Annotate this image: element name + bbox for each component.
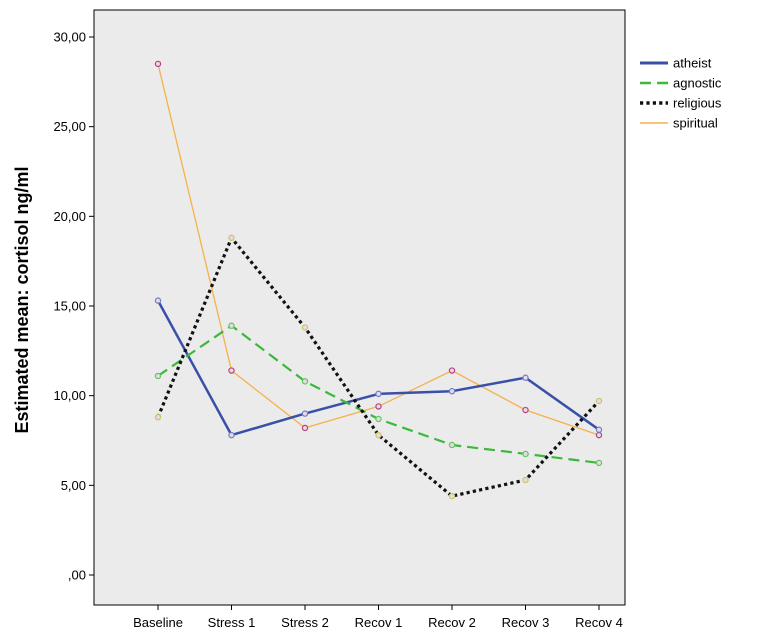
- x-tick-label: Recov 1: [355, 615, 403, 630]
- x-tick-label: Recov 4: [575, 615, 623, 630]
- data-point-atheist: [595, 426, 603, 433]
- legend-label-agnostic: agnostic: [673, 76, 722, 91]
- y-tick-label: ,00: [68, 568, 86, 583]
- legend-label-religious: religious: [673, 96, 722, 111]
- data-point-agnostic: [228, 322, 235, 329]
- data-point-spiritual: [448, 367, 456, 374]
- y-tick-label: 5,00: [61, 478, 86, 493]
- data-point-spiritual: [375, 403, 382, 410]
- data-point-religious: [228, 234, 235, 242]
- data-point-agnostic: [375, 415, 382, 423]
- x-tick-label: Stress 2: [281, 615, 329, 630]
- data-point-religious: [154, 413, 162, 421]
- x-tick-label: Baseline: [133, 615, 183, 630]
- x-tick-label: Stress 1: [208, 615, 256, 630]
- x-tick-label: Recov 2: [428, 615, 476, 630]
- data-point-religious: [301, 324, 309, 331]
- y-tick-label: 15,00: [53, 299, 86, 314]
- data-point-religious: [375, 431, 382, 439]
- data-point-atheist: [375, 390, 382, 398]
- data-point-agnostic: [595, 459, 603, 467]
- data-point-religious: [448, 492, 456, 500]
- plot-area: [93, 9, 626, 606]
- x-axis: Baseline Stress 1 Stress 2 Recov 1 Recov 2 Re…: [133, 605, 623, 630]
- legend-label-atheist: atheist: [673, 56, 712, 71]
- data-point-spiritual: [228, 367, 235, 374]
- data-point-spiritual: [595, 431, 603, 439]
- x-tick-label: Recov 3: [502, 615, 550, 630]
- data-point-atheist: [228, 431, 235, 439]
- data-point-agnostic: [522, 450, 529, 458]
- data-point-atheist: [522, 374, 529, 381]
- data-point-agnostic: [448, 441, 456, 449]
- data-point-atheist: [448, 387, 456, 395]
- data-point-agnostic: [154, 372, 162, 380]
- data-point-spiritual: [301, 424, 309, 432]
- y-tick-label: 25,00: [53, 119, 86, 134]
- data-point-atheist: [301, 410, 309, 417]
- y-axis-label: Estimated mean: cortisol ng/ml: [12, 166, 32, 433]
- data-point-atheist: [154, 297, 162, 304]
- legend-label-spiritual: spiritual: [673, 116, 718, 131]
- series-layer: [154, 60, 603, 500]
- y-tick-label: 20,00: [53, 209, 86, 224]
- data-point-religious: [595, 397, 603, 405]
- y-tick-label: 10,00: [53, 388, 86, 403]
- data-point-religious: [522, 476, 529, 484]
- y-axis: ,00 5,00 10,00 15,00 20,00 25,00 30,00: [53, 30, 94, 583]
- y-tick-label: 30,00: [53, 30, 86, 45]
- data-point-agnostic: [301, 378, 309, 385]
- data-point-spiritual: [154, 60, 162, 68]
- legend: atheist agnostic religious spiritual: [640, 56, 722, 131]
- data-point-spiritual: [522, 406, 529, 414]
